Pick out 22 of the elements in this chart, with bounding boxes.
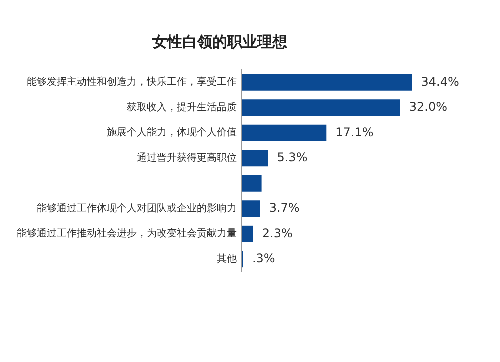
bar xyxy=(242,100,400,116)
data-label: 5.3% xyxy=(277,150,308,164)
data-label: 17.1% xyxy=(336,125,374,140)
data-label: 34.4% xyxy=(421,74,460,89)
data-label: .3% xyxy=(252,252,276,266)
bar xyxy=(242,74,412,91)
y-tick-label: 其他 xyxy=(217,252,237,265)
data-label: 32.0% xyxy=(409,100,448,114)
y-tick-label: 能够发挥主动性和创造力，快乐工作，享受工作 xyxy=(27,76,237,88)
y-tick-label: 能够通过工作推动社会进步，为改变社会贡献力量 xyxy=(17,228,237,240)
y-tick-label: 施展个人能力，体现个人价值 xyxy=(107,126,237,139)
chart-title: 女性白领的职业理想 xyxy=(152,32,288,51)
data-label: 2.3% xyxy=(262,226,293,240)
bar xyxy=(242,124,327,142)
bar xyxy=(242,175,262,192)
y-tick-label: 能够通过工作体现个人对团队或企业的影响力 xyxy=(37,202,237,214)
data-label: 3.7% xyxy=(269,201,300,215)
bar xyxy=(242,200,260,218)
bar xyxy=(242,150,268,167)
bar xyxy=(242,226,254,242)
y-tick-label: 通过晋升获得更高职位 xyxy=(137,152,237,164)
y-tick-label: 获取收入，提升生活品质 xyxy=(127,101,237,114)
